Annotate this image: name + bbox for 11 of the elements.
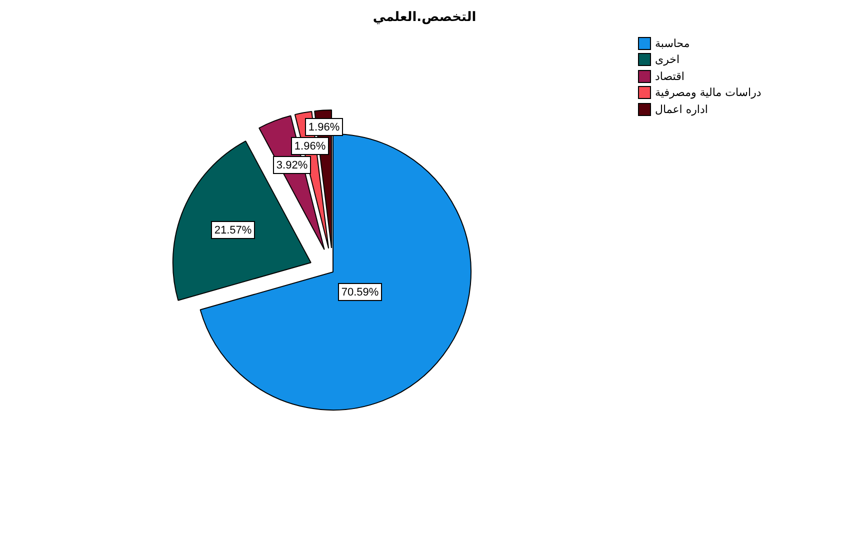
chart-title: التخصص.العلمي (372, 10, 478, 25)
data-label: 1.96% (308, 122, 340, 134)
data-label: 3.92% (276, 160, 308, 172)
data-label: 70.59% (341, 286, 379, 299)
data-label: 21.57% (214, 224, 252, 237)
legend-label: اداره اعمال (655, 102, 708, 116)
legend-label: دراسات مالية ومصرفية (655, 86, 762, 100)
legend-label: محاسبة (655, 36, 690, 50)
legend-label: اقتصاد (655, 70, 684, 83)
data-label: 1.96% (294, 140, 326, 153)
legend-label: اخرى (655, 53, 680, 66)
